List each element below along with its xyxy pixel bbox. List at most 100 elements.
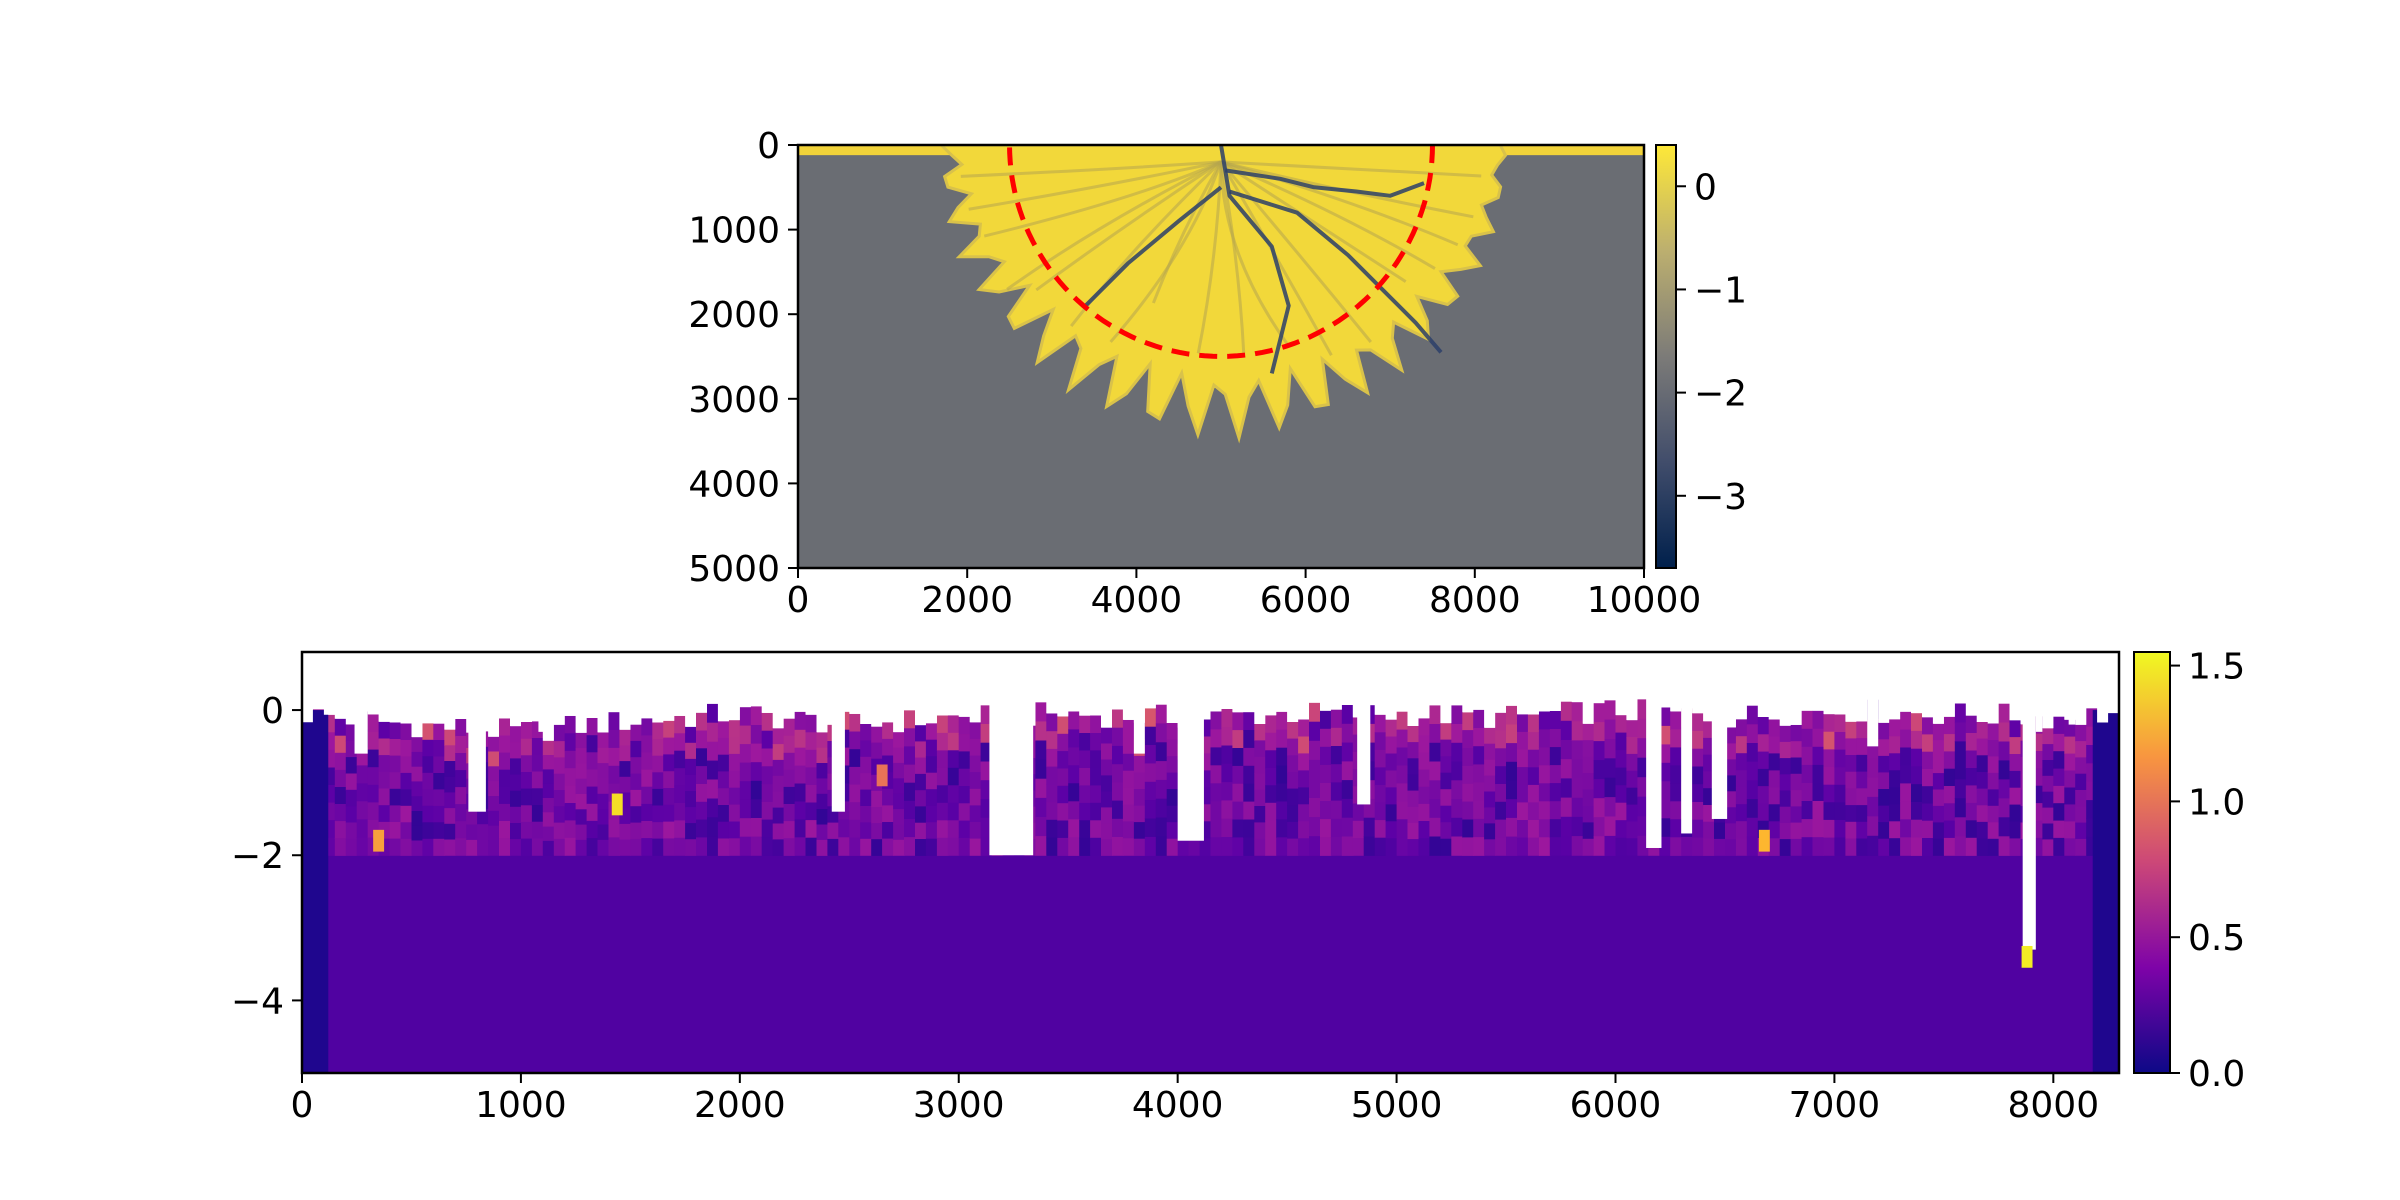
section-cell bbox=[1484, 759, 1496, 777]
section-cell bbox=[1210, 801, 1222, 820]
section-cell bbox=[1834, 767, 1846, 786]
section-cell bbox=[1987, 723, 2000, 741]
section-cell bbox=[652, 739, 664, 757]
section-cell bbox=[1177, 839, 1190, 856]
section-cell bbox=[455, 736, 467, 754]
section-cell bbox=[1659, 818, 1671, 838]
section-cell bbox=[1090, 837, 1102, 856]
section-cell bbox=[904, 728, 916, 747]
section-cell bbox=[969, 738, 982, 757]
section-cell bbox=[805, 767, 817, 786]
bottom-x-axis: 0 1000 2000 3000 4000 5000 6000 7000 8000 bbox=[291, 1073, 2099, 1126]
section-cell bbox=[1374, 767, 1387, 786]
section-cell bbox=[1396, 711, 1409, 731]
section-cell bbox=[499, 803, 511, 822]
section-cell bbox=[1900, 711, 1912, 731]
section-cell bbox=[1823, 749, 1835, 768]
section-cell bbox=[1079, 785, 1091, 804]
section-cell bbox=[1889, 736, 1901, 754]
section-cell bbox=[1571, 702, 1584, 722]
section-cell bbox=[422, 789, 434, 807]
section-cell bbox=[1276, 711, 1288, 731]
colorbar-tick-label: −1 bbox=[1694, 270, 1747, 311]
section-cell bbox=[1418, 752, 1430, 771]
section-cell bbox=[936, 802, 949, 821]
section-cell bbox=[663, 821, 675, 839]
section-cell bbox=[794, 711, 807, 731]
section-cell bbox=[1046, 819, 1058, 839]
section-cell bbox=[1276, 801, 1288, 820]
section-cell bbox=[520, 821, 533, 840]
section-cell bbox=[947, 767, 960, 786]
section-cell bbox=[663, 720, 675, 739]
section-cell bbox=[925, 789, 938, 807]
section-cell bbox=[1144, 800, 1157, 820]
section-cell bbox=[1462, 819, 1474, 838]
section-cell bbox=[1593, 741, 1606, 761]
section-cell bbox=[696, 766, 708, 785]
section-cell bbox=[1801, 819, 1814, 838]
x-tick-label: 6000 bbox=[1260, 580, 1352, 621]
section-cell bbox=[575, 763, 588, 780]
section-cell bbox=[739, 762, 752, 782]
section-cell bbox=[1155, 704, 1168, 724]
section-cell bbox=[1068, 819, 1080, 838]
section-cell bbox=[674, 768, 686, 787]
hotspot-cell bbox=[373, 829, 385, 852]
section-cell bbox=[958, 820, 971, 839]
section-cell bbox=[2042, 823, 2054, 840]
section-cell bbox=[389, 788, 402, 806]
section-cell bbox=[1199, 753, 1212, 771]
section-cell bbox=[707, 779, 719, 799]
section-cell bbox=[1122, 838, 1135, 856]
section-cell bbox=[652, 722, 664, 740]
section-cell bbox=[969, 805, 982, 823]
section-cell bbox=[2053, 785, 2065, 804]
section-cell bbox=[1790, 724, 1803, 742]
section-cell bbox=[893, 839, 905, 856]
section-cell bbox=[1122, 770, 1135, 789]
section-cell bbox=[1374, 837, 1387, 856]
section-cell bbox=[1790, 741, 1803, 759]
section-cell bbox=[674, 750, 686, 769]
section-cell bbox=[1626, 770, 1638, 789]
section-cell bbox=[1954, 836, 1967, 856]
section-cell bbox=[1166, 805, 1179, 823]
section-cell bbox=[1122, 787, 1135, 806]
x-tick-label: 6000 bbox=[1570, 1085, 1662, 1126]
section-cell bbox=[1823, 837, 1835, 856]
section-cell bbox=[433, 838, 445, 856]
section-cell bbox=[1396, 819, 1409, 838]
section-cell bbox=[882, 822, 894, 840]
x-tick-label: 1000 bbox=[475, 1085, 567, 1126]
section-cell bbox=[1166, 756, 1179, 774]
section-cell bbox=[1495, 766, 1507, 785]
section-cell bbox=[1210, 729, 1222, 748]
section-cell bbox=[444, 729, 456, 746]
section-cell bbox=[1626, 737, 1638, 755]
section-cell bbox=[422, 739, 434, 757]
section-cell bbox=[772, 807, 785, 825]
section-cell bbox=[422, 838, 434, 856]
section-cell bbox=[1735, 838, 1748, 856]
section-cell bbox=[334, 718, 347, 737]
x-tick-label: 4000 bbox=[1091, 580, 1183, 621]
section-cell bbox=[1932, 838, 1945, 856]
gap bbox=[1681, 652, 1693, 834]
section-cell bbox=[1790, 838, 1803, 856]
section-cell bbox=[1878, 755, 1890, 774]
section-cell bbox=[1527, 820, 1540, 839]
section-cell bbox=[1079, 768, 1091, 787]
section-cell bbox=[1385, 719, 1398, 738]
section-cell bbox=[586, 769, 599, 788]
section-cell bbox=[1911, 784, 1923, 803]
section-cell bbox=[356, 747, 369, 766]
section-cell bbox=[1626, 838, 1638, 856]
section-cell bbox=[1834, 749, 1846, 768]
section-cell bbox=[1768, 821, 1781, 839]
section-cell bbox=[1473, 746, 1485, 765]
colorbar-tick-label: 0.5 bbox=[2188, 918, 2245, 959]
section-cell bbox=[1779, 839, 1792, 856]
deposit-texture-line bbox=[1220, 160, 1482, 178]
section-cell bbox=[1243, 783, 1255, 803]
